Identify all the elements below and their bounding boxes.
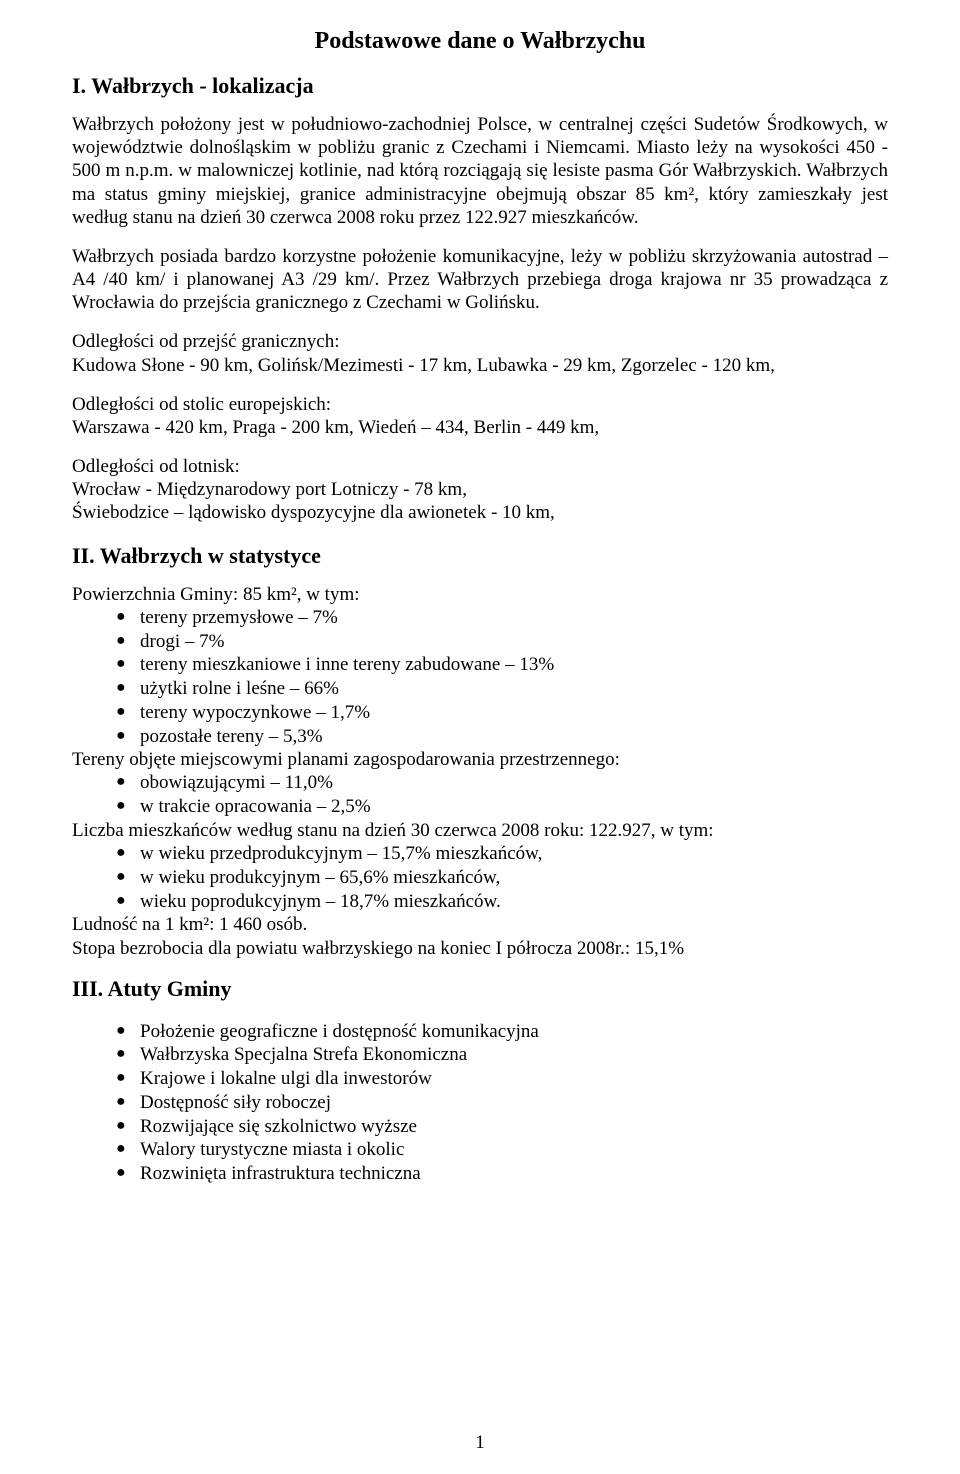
list-item: Dostępność siły roboczej — [116, 1091, 888, 1115]
population-density: Ludność na 1 km²: 1 460 osób. — [72, 913, 888, 936]
list-item: użytki rolne i leśne – 66% — [116, 677, 888, 701]
population-intro: Liczba mieszkańców według stanu na dzień… — [72, 819, 888, 842]
area-list: tereny przemysłowe – 7% drogi – 7% teren… — [116, 606, 888, 749]
list-item: tereny mieszkaniowe i inne tereny zabudo… — [116, 653, 888, 677]
list-item: Położenie geograficzne i dostępność komu… — [116, 1020, 888, 1044]
unemployment-rate: Stopa bezrobocia dla powiatu wałbrzyskie… — [72, 937, 888, 960]
airports-distance-wroclaw: Wrocław - Międzynarodowy port Lotniczy -… — [72, 478, 888, 501]
capitals-distances-block: Odległości od stolic europejskich: Warsz… — [72, 393, 888, 439]
list-item: Rozwijające się szkolnictwo wyższe — [116, 1115, 888, 1139]
document-page: Podstawowe dane o Wałbrzychu I. Wałbrzyc… — [0, 0, 960, 1474]
border-distances-label: Odległości od przejść granicznych: — [72, 330, 888, 353]
advantages-list: Położenie geograficzne i dostępność komu… — [116, 1020, 888, 1186]
section-1-paragraph-2: Wałbrzych posiada bardzo korzystne położ… — [72, 245, 888, 315]
section-3-heading: III. Atuty Gminy — [72, 976, 888, 1002]
border-distances-text: Kudowa Słone - 90 km, Golińsk/Mezimesti … — [72, 354, 888, 377]
list-item: Walory turystyczne miasta i okolic — [116, 1138, 888, 1162]
list-item: tereny wypoczynkowe – 1,7% — [116, 701, 888, 725]
area-intro: Powierzchnia Gminy: 85 km², w tym: — [72, 583, 888, 606]
capitals-distances-text: Warszawa - 420 km, Praga - 200 km, Wiede… — [72, 416, 888, 439]
plans-intro: Tereny objęte miejscowymi planami zagosp… — [72, 748, 888, 771]
section-2-heading: II. Wałbrzych w statystyce — [72, 543, 888, 569]
list-item: tereny przemysłowe – 7% — [116, 606, 888, 630]
list-item: obowiązującymi – 11,0% — [116, 771, 888, 795]
airports-distances-block: Odległości od lotnisk: Wrocław - Międzyn… — [72, 455, 888, 525]
list-item: Rozwinięta infrastruktura techniczna — [116, 1162, 888, 1186]
page-number: 1 — [0, 1432, 960, 1454]
population-list: w wieku przedprodukcyjnym – 15,7% mieszk… — [116, 842, 888, 913]
plans-list: obowiązującymi – 11,0% w trakcie opracow… — [116, 771, 888, 819]
list-item: w trakcie opracowania – 2,5% — [116, 795, 888, 819]
document-title: Podstawowe dane o Wałbrzychu — [72, 28, 888, 55]
airports-distances-label: Odległości od lotnisk: — [72, 455, 888, 478]
capitals-distances-label: Odległości od stolic europejskich: — [72, 393, 888, 416]
list-item: w wieku produkcyjnym – 65,6% mieszkańców… — [116, 866, 888, 890]
list-item: drogi – 7% — [116, 630, 888, 654]
list-item: Krajowe i lokalne ulgi dla inwestorów — [116, 1067, 888, 1091]
border-distances-block: Odległości od przejść granicznych: Kudow… — [72, 330, 888, 376]
airports-distance-swiebodzice: Świebodzice – lądowisko dyspozycyjne dla… — [72, 501, 888, 524]
list-item: Wałbrzyska Specjalna Strefa Ekonomiczna — [116, 1043, 888, 1067]
list-item: pozostałe tereny – 5,3% — [116, 725, 888, 749]
section-1-heading: I. Wałbrzych - lokalizacja — [72, 73, 888, 99]
section-1-paragraph-1: Wałbrzych położony jest w południowo-zac… — [72, 113, 888, 229]
list-item: wieku poprodukcyjnym – 18,7% mieszkańców… — [116, 890, 888, 914]
list-item: w wieku przedprodukcyjnym – 15,7% mieszk… — [116, 842, 888, 866]
